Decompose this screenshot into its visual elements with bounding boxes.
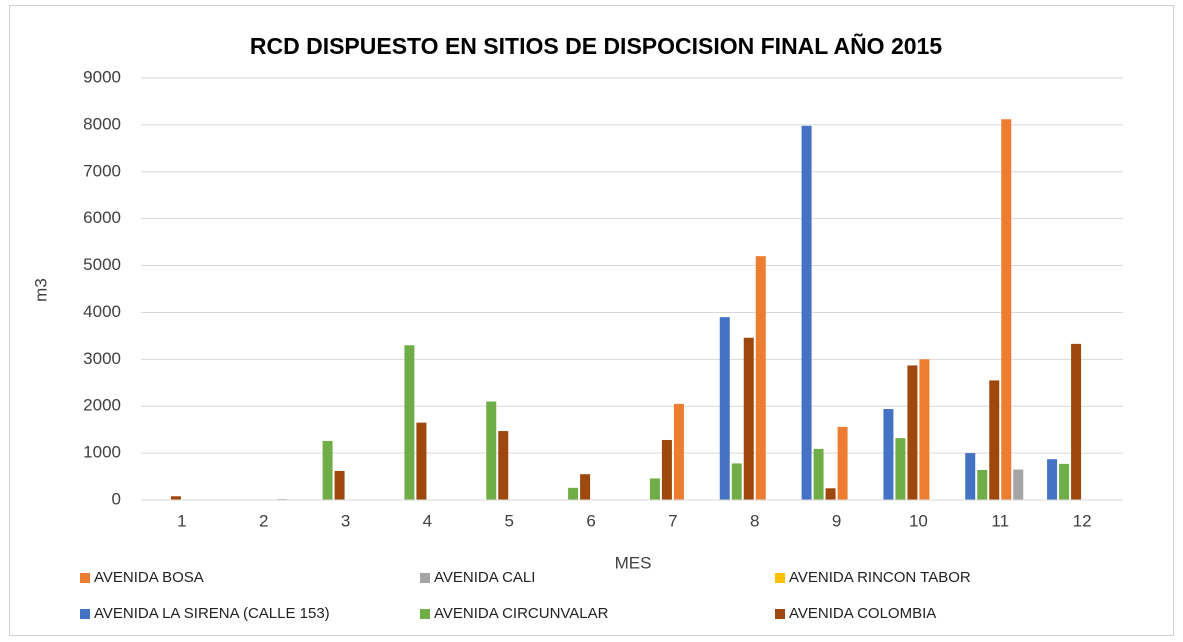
- bar: [498, 431, 509, 500]
- legend-swatch: [420, 609, 430, 619]
- legend-swatch: [420, 573, 430, 583]
- y-tick-label: 8000: [83, 114, 121, 133]
- legend-swatch: [775, 609, 785, 619]
- y-axis-label: m3: [31, 278, 50, 302]
- y-tick-label: 0: [112, 489, 121, 508]
- bar: [719, 317, 730, 500]
- bar: [580, 474, 591, 500]
- bar: [977, 469, 988, 500]
- legend-label: AVENIDA LA SIRENA (CALLE 153): [94, 605, 330, 622]
- x-tick-label: 9: [832, 511, 841, 530]
- x-tick-label: 11: [991, 511, 1009, 530]
- bar: [1059, 463, 1070, 500]
- bar: [1047, 459, 1058, 500]
- y-tick-label: 6000: [83, 208, 121, 227]
- bar: [731, 463, 742, 500]
- bar: [895, 438, 906, 500]
- legend-label: AVENIDA CALI: [434, 569, 535, 586]
- legend-swatch: [80, 609, 90, 619]
- legend-label: AVENIDA BOSA: [94, 569, 204, 586]
- bar: [883, 409, 894, 500]
- x-tick-label: 8: [750, 511, 759, 530]
- x-tick-label: 12: [1073, 511, 1092, 530]
- x-tick-label: 2: [259, 511, 268, 530]
- x-tick-label: 6: [586, 511, 595, 530]
- bar: [801, 125, 812, 501]
- bar: [755, 256, 766, 500]
- legend-label: AVENIDA COLOMBIA: [789, 605, 936, 622]
- bar: [813, 448, 824, 500]
- y-tick-label: 5000: [83, 255, 121, 274]
- x-tick-label: 1: [177, 511, 186, 530]
- bar: [404, 345, 415, 500]
- y-tick-label: 1000: [83, 443, 121, 462]
- bar: [416, 422, 427, 500]
- bar: [170, 496, 181, 500]
- y-tick-label: 7000: [83, 161, 121, 180]
- bar: [919, 359, 930, 500]
- bar: [1013, 469, 1024, 500]
- bar: [334, 470, 345, 500]
- y-tick-label: 2000: [83, 396, 121, 415]
- bar: [661, 439, 672, 500]
- bar: [322, 440, 333, 500]
- legend-label: AVENIDA RINCON TABOR: [789, 569, 971, 586]
- bar: [1071, 343, 1082, 500]
- legend-swatch: [80, 573, 90, 583]
- x-tick-label: 4: [423, 511, 432, 530]
- bar: [1001, 119, 1012, 501]
- legend-swatch: [775, 573, 785, 583]
- x-tick-label: 5: [505, 511, 514, 530]
- x-axis-label: MES: [615, 553, 652, 572]
- bar: [965, 453, 976, 500]
- legend-label: AVENIDA CIRCUNVALAR: [434, 605, 609, 622]
- y-tick-label: 4000: [83, 302, 121, 321]
- bar: [825, 488, 836, 500]
- bar: [989, 380, 1000, 500]
- bar: [743, 337, 754, 500]
- bar: [837, 426, 848, 500]
- x-tick-label: 3: [341, 511, 350, 530]
- bar: [907, 365, 918, 500]
- x-tick-label: 7: [668, 511, 677, 530]
- chart-border: [9, 5, 1174, 636]
- y-tick-label: 9000: [83, 67, 121, 86]
- bar: [673, 403, 684, 500]
- bar: [486, 401, 497, 500]
- bar: [568, 487, 579, 500]
- x-tick-label: 10: [909, 511, 928, 530]
- bar: [649, 478, 660, 500]
- chart-title: RCD DISPUESTO EN SITIOS DE DISPOCISION F…: [250, 32, 942, 59]
- y-tick-label: 3000: [83, 349, 121, 368]
